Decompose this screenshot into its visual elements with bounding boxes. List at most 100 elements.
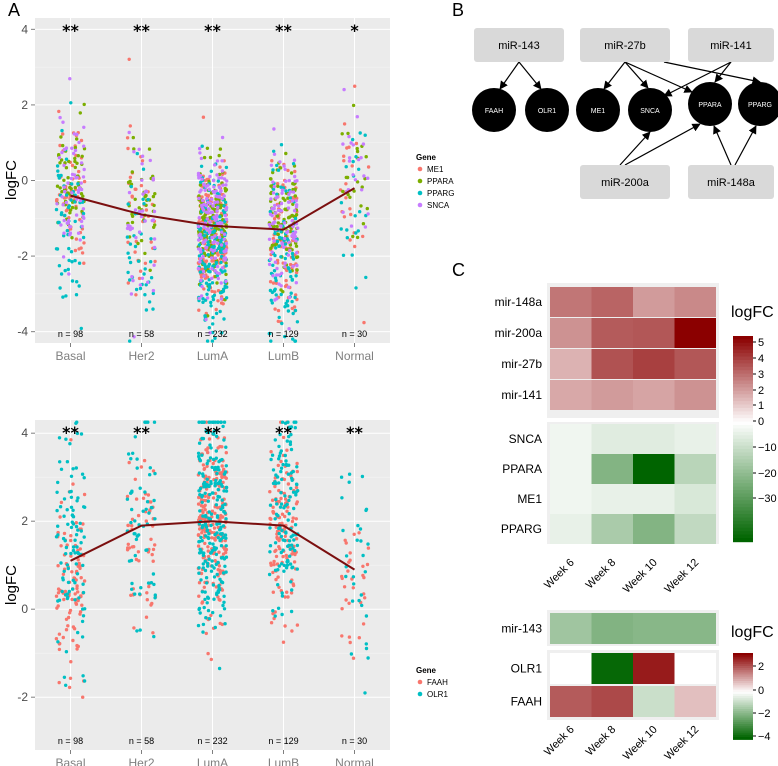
data-point-snca [211, 178, 216, 183]
data-point-pparg [341, 253, 346, 257]
data-point-pparg [277, 244, 281, 248]
sample-count-label: n = 58 [129, 736, 154, 746]
data-point-snca [360, 188, 364, 192]
data-point-olr1 [276, 568, 280, 572]
data-point-olr1 [75, 545, 79, 549]
data-point-faah [366, 546, 371, 550]
data-point-me1 [205, 275, 210, 279]
data-point-ppara [359, 204, 363, 208]
data-point-faah [137, 559, 141, 563]
data-point-snca [197, 196, 201, 201]
colorbar-segment [733, 674, 753, 678]
data-point-snca [138, 230, 142, 234]
sample-count-label: n = 129 [268, 736, 298, 746]
data-point-pparg [64, 157, 69, 161]
data-point-pparg [207, 285, 212, 289]
data-point-ppara [143, 195, 147, 199]
data-point-ppara [288, 215, 292, 219]
data-point-ppara [224, 272, 228, 277]
data-point-olr1 [153, 517, 157, 521]
data-point-olr1 [289, 432, 293, 437]
data-point-faah [200, 600, 205, 604]
data-point-snca [273, 211, 278, 215]
data-point-me1 [82, 179, 87, 184]
data-point-snca [200, 177, 204, 181]
colorbar-segment [733, 428, 753, 433]
heatmap-cell [550, 454, 592, 484]
data-point-faah [284, 553, 288, 558]
data-point-snca [292, 209, 297, 213]
data-point-faah [76, 590, 80, 594]
data-point-olr1 [288, 547, 292, 551]
data-point-snca [292, 232, 297, 236]
data-point-pparg [284, 189, 288, 193]
data-point-snca [72, 173, 77, 177]
data-point-olr1 [149, 505, 154, 510]
data-point-faah [57, 647, 62, 652]
significance-marker: ** [62, 423, 79, 442]
colorbar-segment [733, 711, 753, 715]
y-tick-label: 0 [21, 174, 28, 188]
data-point-ppara [360, 185, 364, 189]
data-point-snca [220, 159, 224, 163]
data-point-olr1 [69, 551, 73, 556]
data-point-snca [283, 167, 287, 171]
colorbar-tick-label: 0 [758, 416, 764, 428]
data-point-olr1 [290, 476, 294, 481]
legend-swatch-me1 [417, 166, 423, 172]
data-point-olr1 [364, 646, 369, 651]
data-point-snca [152, 237, 157, 241]
data-point-olr1 [294, 493, 298, 497]
data-point-snca [61, 120, 65, 124]
data-point-snca [214, 189, 218, 193]
data-point-faah [205, 464, 209, 468]
colorbar-segment [733, 668, 753, 671]
data-point-snca [127, 130, 131, 135]
x-tick-label: Normal [335, 349, 374, 363]
data-point-snca [280, 241, 284, 245]
data-point-pparg [143, 293, 147, 297]
data-point-faah [294, 485, 299, 490]
colorbar-segment [733, 370, 753, 375]
data-point-olr1 [55, 490, 59, 494]
data-point-ppara [217, 153, 221, 158]
colorbar-segment [733, 452, 753, 457]
data-point-me1 [58, 143, 62, 148]
sample-count-label: n = 98 [58, 329, 83, 339]
data-point-pparg [270, 290, 275, 295]
data-point-olr1 [200, 590, 205, 594]
data-point-olr1 [73, 581, 77, 585]
data-point-olr1 [287, 539, 292, 543]
data-point-pparg [207, 269, 211, 274]
data-point-snca [128, 227, 132, 232]
data-point-pparg [67, 258, 71, 263]
data-point-snca [220, 135, 225, 140]
heatmap-cell [633, 484, 675, 514]
data-point-faah [77, 561, 81, 566]
data-point-olr1 [74, 524, 79, 529]
data-point-faah [126, 542, 130, 546]
data-point-faah [199, 571, 204, 576]
data-point-pparg [204, 281, 209, 285]
network-edge [734, 125, 757, 166]
significance-marker: ** [133, 423, 150, 442]
data-point-olr1 [222, 472, 227, 476]
panel-label-b: B [452, 0, 464, 20]
data-point-olr1 [357, 598, 361, 603]
heatmap-cell [674, 484, 716, 514]
data-point-faah [71, 638, 75, 643]
data-point-snca [217, 195, 222, 199]
data-point-faah [55, 606, 59, 610]
data-point-snca [74, 176, 78, 180]
data-point-olr1 [288, 554, 292, 558]
data-point-faah [136, 550, 141, 554]
data-point-olr1 [54, 535, 59, 539]
data-point-snca [276, 204, 281, 208]
data-point-me1 [79, 138, 84, 143]
data-point-olr1 [279, 491, 283, 495]
data-point-faah [280, 512, 285, 516]
data-point-olr1 [215, 572, 219, 577]
colorbar-segment [733, 702, 753, 706]
data-point-olr1 [277, 454, 282, 458]
data-point-ppara [284, 151, 288, 156]
